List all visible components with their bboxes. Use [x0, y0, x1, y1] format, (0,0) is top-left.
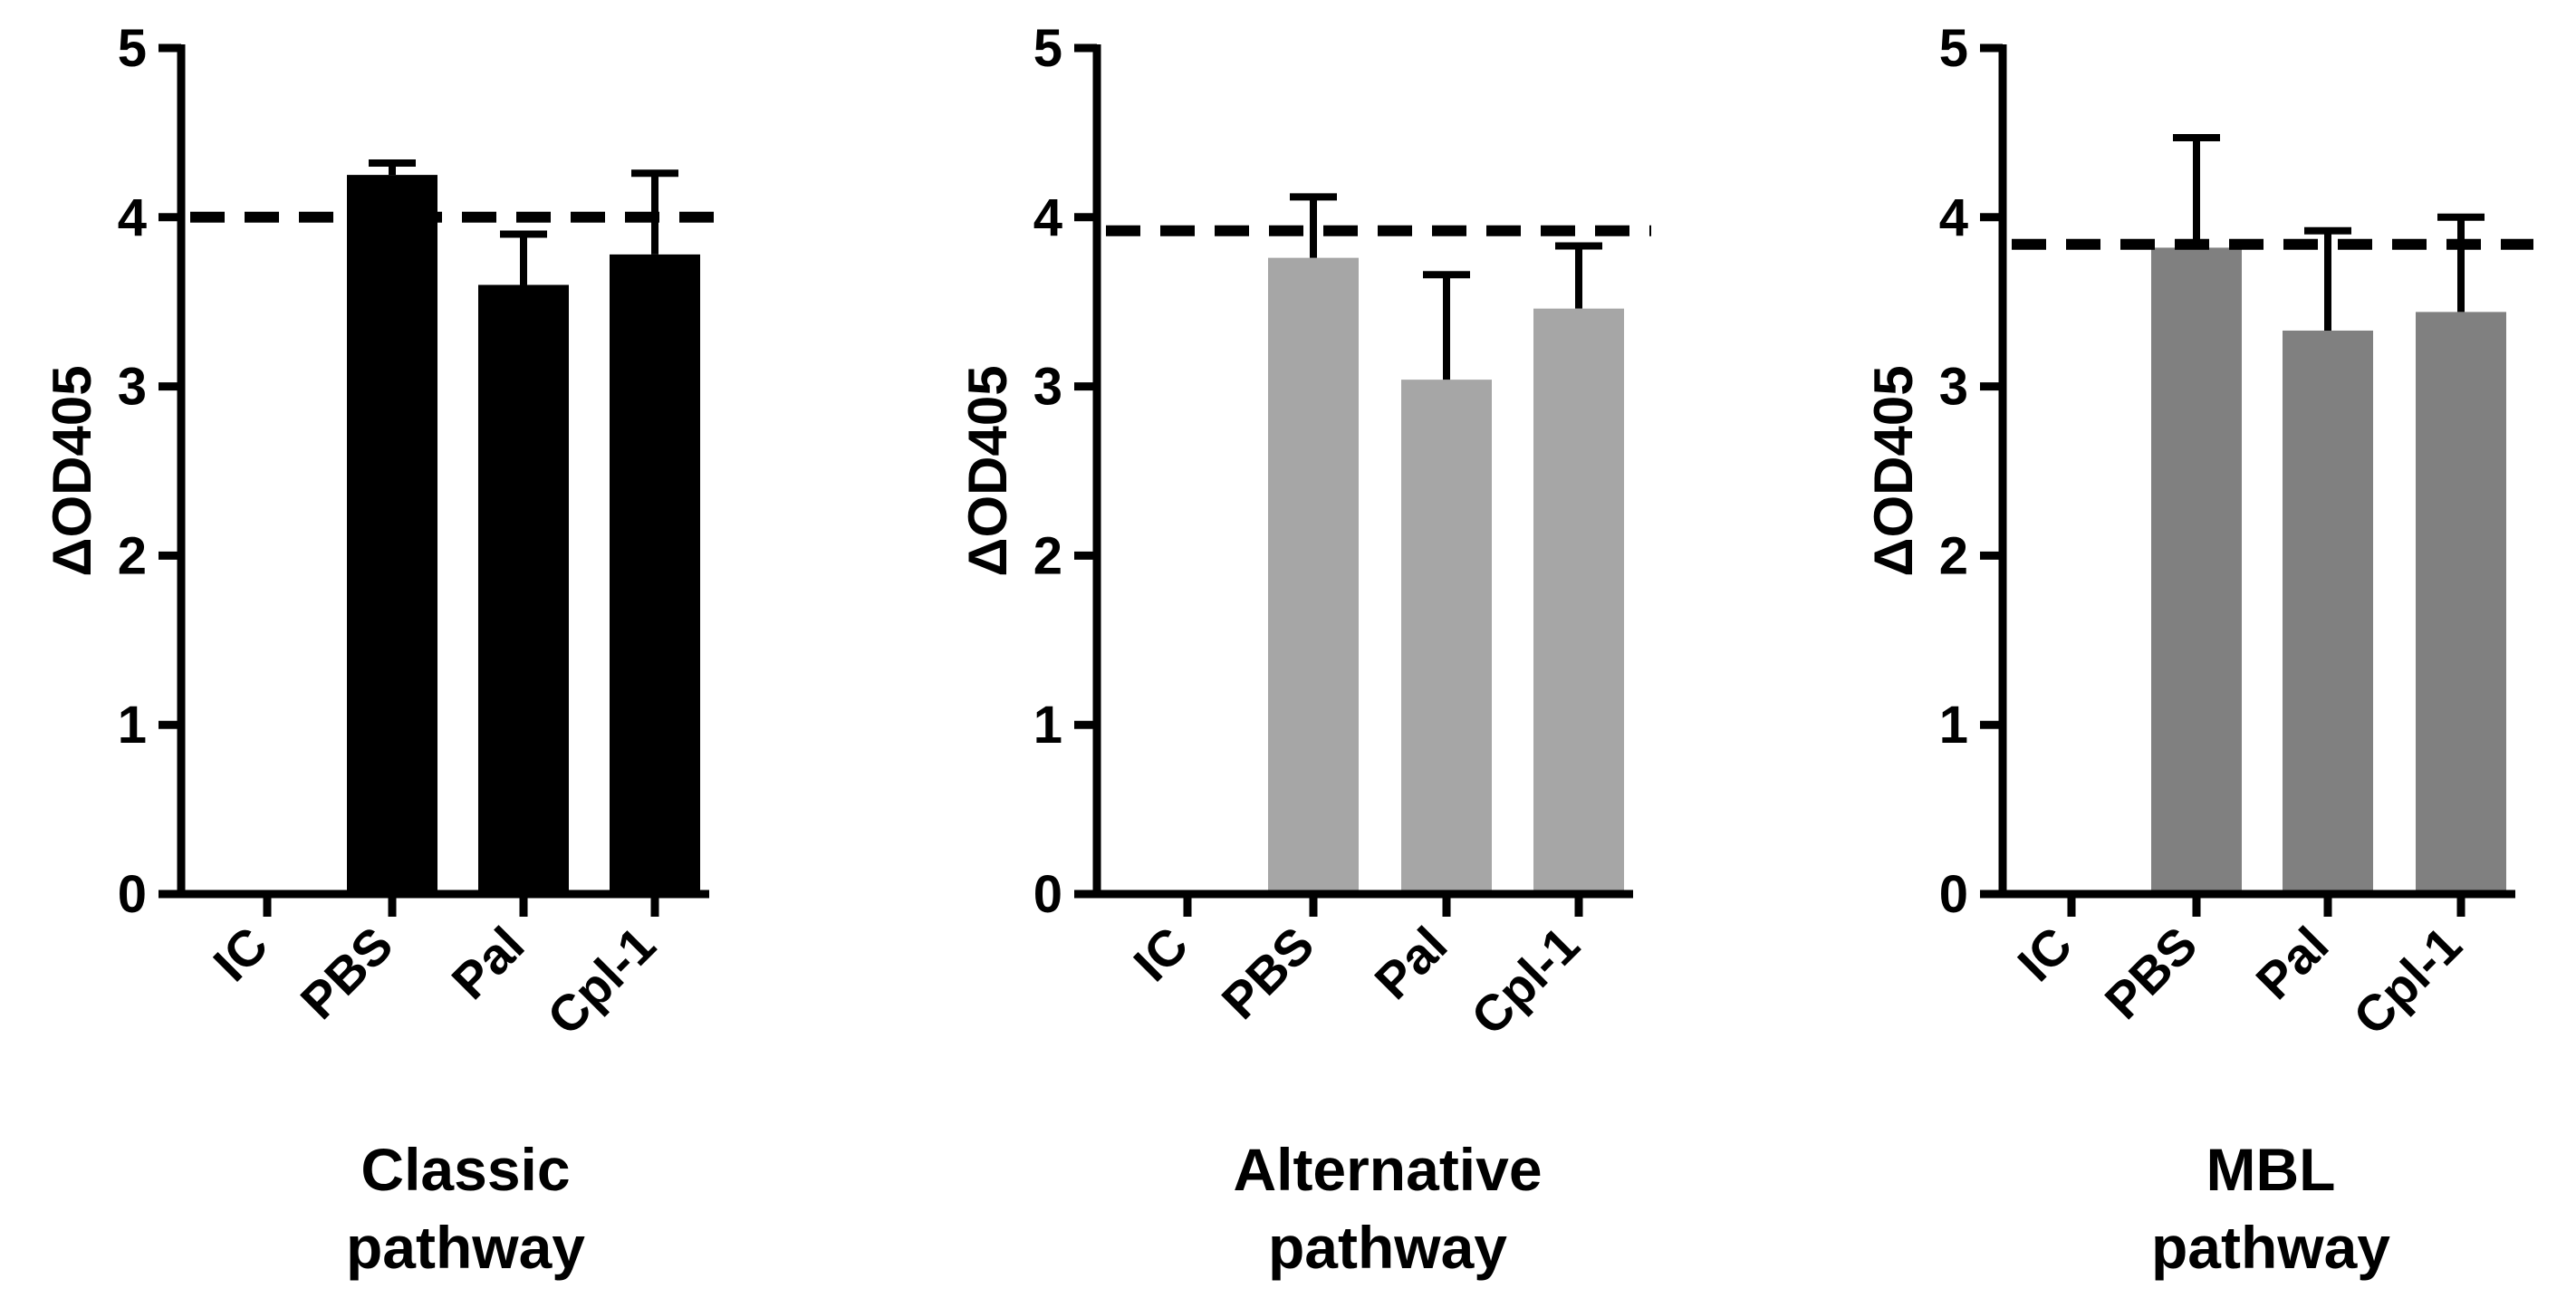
chart-title-line-2: pathway	[1268, 1214, 1507, 1281]
chart-title-line-2: pathway	[346, 1214, 585, 1281]
y-tick-label-0: 0	[118, 865, 147, 924]
y-tick-label-4: 4	[1033, 188, 1062, 247]
bar-cpl-1	[1533, 308, 1624, 894]
x-tick-label-pal: Pal	[2244, 916, 2339, 1010]
y-axis-label: ΔOD405	[1863, 365, 1924, 576]
bar-cpl-1	[2416, 312, 2506, 895]
y-tick-label-5: 5	[1033, 19, 1062, 78]
x-tick-label-cpl-1: Cpl-1	[536, 916, 667, 1046]
y-tick-label-2: 2	[1033, 526, 1062, 585]
chart-title-line-1: MBL	[2206, 1136, 2336, 1203]
bar-cpl-1	[610, 254, 700, 894]
bar-pal	[1401, 380, 1492, 894]
bar-pbs	[1268, 257, 1359, 895]
x-tick-label-cpl-1: Cpl-1	[1460, 916, 1591, 1046]
bar-pbs	[2151, 247, 2242, 894]
y-tick-label-1: 1	[118, 696, 147, 755]
x-tick-label-pal: Pal	[440, 916, 534, 1010]
bar-pal	[478, 284, 569, 894]
chart-title-line-1: Alternative	[1233, 1136, 1542, 1203]
y-axis-label: ΔOD405	[957, 365, 1018, 576]
x-tick-label-cpl-1: Cpl-1	[2342, 916, 2473, 1046]
y-tick-label-5: 5	[118, 19, 147, 78]
x-tick-label-pbs: PBS	[1211, 916, 1325, 1030]
y-axis-label: ΔOD405	[42, 365, 102, 576]
chart-panel-2: 0 1 2 3 4 5 IC PBS Pal Cpl-1 ΔOD405 Alternative path…	[957, 19, 1651, 1281]
x-tick-label-pal: Pal	[1363, 916, 1457, 1010]
y-tick-label-3: 3	[1033, 358, 1062, 417]
x-tick-label-pbs: PBS	[2094, 916, 2208, 1030]
y-tick-label-0: 0	[1033, 865, 1062, 924]
y-tick-label-2: 2	[118, 526, 147, 585]
y-tick-label-4: 4	[1939, 188, 1968, 247]
y-tick-label-3: 3	[1939, 358, 1968, 417]
y-tick-label-4: 4	[118, 188, 147, 247]
y-tick-label-1: 1	[1033, 696, 1062, 755]
x-tick-label-ic: IC	[2006, 916, 2082, 992]
chart-title-line-1: Classic	[360, 1136, 570, 1203]
y-tick-label-2: 2	[1939, 526, 1968, 585]
bar-pal	[2283, 330, 2373, 894]
x-tick-label-ic: IC	[1122, 916, 1198, 992]
x-tick-label-ic: IC	[202, 916, 278, 992]
y-tick-label-5: 5	[1939, 19, 1968, 78]
bar-pbs	[347, 175, 437, 895]
chart-title-line-2: pathway	[2151, 1214, 2390, 1281]
y-tick-label-0: 0	[1939, 865, 1968, 924]
x-tick-label-pbs: PBS	[290, 916, 404, 1030]
y-tick-label-3: 3	[118, 358, 147, 417]
chart-panel-1: 0 1 2 3 4 5 IC PBS Pal Cpl-1 ΔOD405 Classic pathway	[42, 19, 727, 1281]
y-tick-label-1: 1	[1939, 696, 1968, 755]
chart-panel-3: 0 1 2 3 4 5 IC PBS Pal Cpl-1 ΔOD405 MBL pathway	[1863, 19, 2533, 1281]
